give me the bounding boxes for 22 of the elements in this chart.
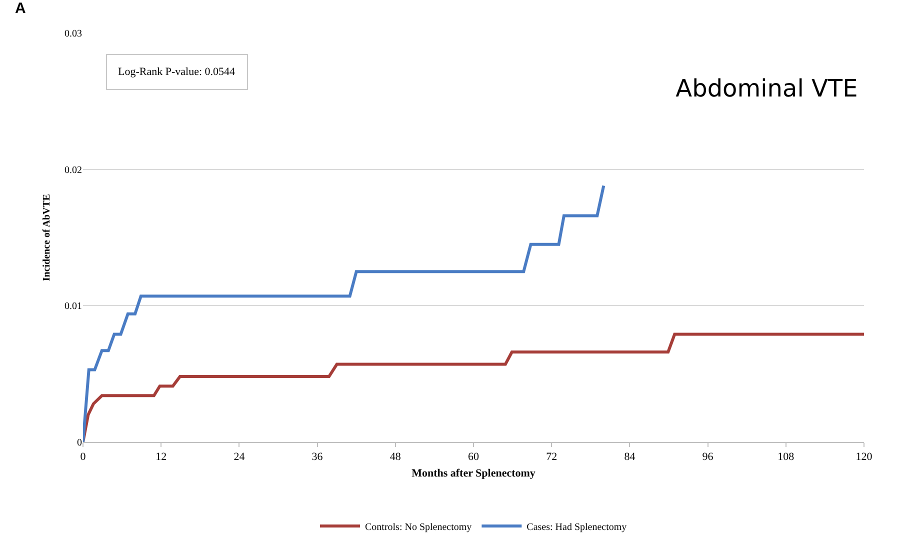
x-tick-label: 96 [702,451,714,464]
y-tick-label: 0 [77,438,82,448]
legend-label: Controls: No Splenectomy [365,522,472,533]
x-tick-label: 120 [856,451,873,464]
x-tick-label: 84 [624,451,636,464]
x-axis-title: Months after Splenectomy [412,467,536,480]
x-tick-label: 72 [546,451,558,464]
x-tick-label: 48 [390,451,402,464]
x-tick-label: 12 [156,451,167,464]
x-tick-label: 24 [234,451,246,464]
annotation: Log-Rank P-value: 0.0544 [118,66,236,78]
y-tick-label: 0.03 [64,28,82,40]
x-tick-label: 36 [312,451,324,464]
y-tick-label: 0.01 [64,301,82,312]
legend-label: Cases: Had Splenectomy [526,522,627,533]
y-axis-title: Incidence of AbVTE [42,194,52,282]
line-series [83,184,606,442]
x-tick-label: 60 [468,451,480,464]
text: Abdominal VTE [676,74,858,103]
text: A [15,0,26,17]
y-tick-label: 0.02 [64,164,82,176]
x-tick-label: 108 [778,451,795,464]
